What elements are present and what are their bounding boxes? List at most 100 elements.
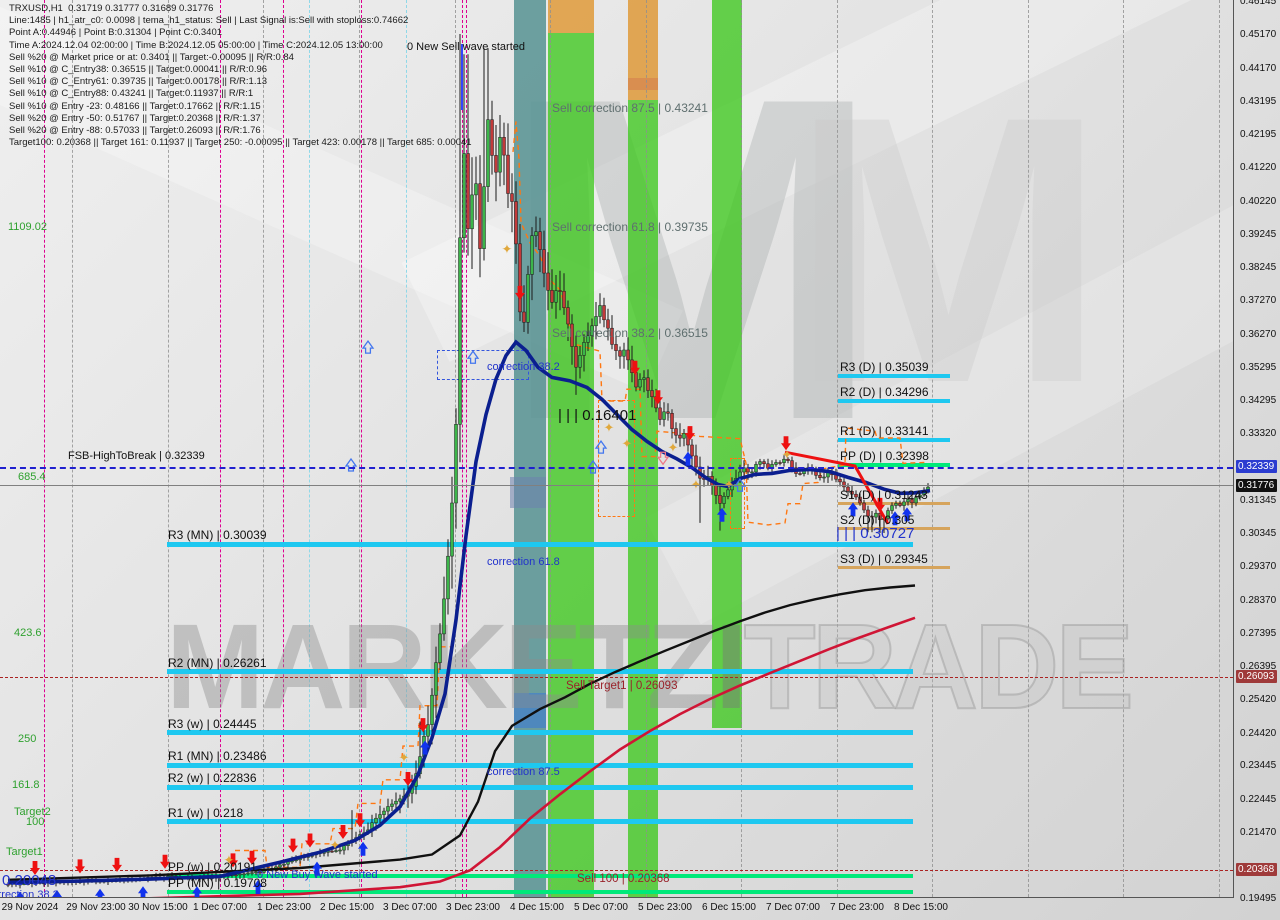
signal-vline-magenta (466, 0, 467, 897)
time-tick: 5 Dec 23:00 (638, 902, 692, 913)
pivot-line-R1 (167, 763, 913, 768)
signal-vline-magenta (361, 0, 362, 897)
annotation: | | | 0.30727 (836, 525, 915, 542)
annotation: 0 New Buy Wave started (257, 869, 378, 881)
pivot-label: R2 (MN) | 0.26261 (168, 655, 267, 670)
pivot-line-PP (167, 874, 913, 878)
pivot-line-R3 (167, 542, 913, 547)
price-tick: 0.41220 (1240, 162, 1277, 173)
star-marker-icon: ✦ (782, 447, 793, 462)
star-marker-icon: ✦ (691, 477, 702, 492)
day-separator (263, 0, 264, 897)
wave-start-marker (461, 44, 463, 110)
sell-arrow-icon (338, 824, 348, 839)
annotation: 0 New Sell wave started (407, 41, 525, 53)
info-line-9: Sell %10 @ Entry -23: 0.48166 || Target:… (9, 100, 261, 112)
signal-band (548, 33, 594, 897)
pivot-label: S1 (D) | 0.31243 (840, 487, 928, 502)
annotation: correction 87.5 (487, 766, 560, 778)
day-separator (646, 0, 647, 897)
annotation: correction 38.2 (487, 361, 560, 373)
fib-level-label: 161.8 (12, 779, 40, 791)
price-tick: 0.22445 (1240, 794, 1277, 806)
fsb-high-to-break-line (0, 467, 1233, 469)
pivot-line-S2 (838, 527, 950, 530)
price-tick: 0.30345 (1240, 528, 1277, 540)
pending-arrow-icon (733, 478, 747, 492)
buy-arrow-icon (420, 740, 430, 755)
pivot-line-S3 (838, 566, 950, 569)
pivot-label: R3 (w) | 0.24445 (168, 716, 257, 731)
time-tick: 2 Dec 15:00 (320, 902, 374, 913)
fib-level-label: 423.6 (14, 627, 42, 639)
day-separator (932, 0, 933, 897)
pending-arrow-icon (594, 440, 608, 454)
buy-arrow-icon (848, 502, 858, 517)
sell-arrow-icon (75, 859, 85, 874)
pivot-label: R3 (D) | 0.35039 (840, 360, 929, 375)
price-tick: 0.34295 (1240, 395, 1277, 407)
time-tick: 30 Nov 15:00 (128, 902, 188, 913)
buy-arrow-icon (902, 507, 912, 522)
ma-black-slow (7, 584, 916, 881)
chart-plot-area[interactable]: M M MARKETZITRADE ✦ ✦ ✦ ✦ ✦ ✦ ✦ ✦ ✦ ✦ R3 (MN) | 0… (0, 0, 1234, 898)
buy-arrow-icon (890, 511, 900, 526)
time-tick: 29 Nov 2024 (1, 902, 59, 913)
signal-band (628, 78, 658, 90)
star-marker-icon: ✦ (604, 420, 615, 435)
sell-arrow-icon (288, 838, 298, 853)
pivot-label: R1 (w) | 0.218 (168, 805, 244, 820)
sell-target-label: Sell 100 | 0.20368 (577, 873, 670, 886)
sell-arrow-icon (630, 360, 640, 375)
buy-arrow-icon (358, 841, 368, 856)
correction-zone-rect (437, 350, 529, 380)
time-tick: 5 Dec 07:00 (574, 902, 628, 913)
price-badge: 0.31776 (1236, 478, 1278, 492)
price-tick: 0.35295 (1240, 361, 1277, 373)
fib-level-label: Target1 (6, 846, 43, 858)
time-axis[interactable]: 29 Nov 2024 29 Nov 23:00 30 Nov 15:00 1 Dec… (0, 898, 1280, 920)
candles-and-indicators: ✦ ✦ ✦ ✦ ✦ ✦ ✦ ✦ ✦ ✦ (6, 34, 931, 897)
info-line-10: Sell %20 @ Entry -50: 0.51767 || Target:… (9, 112, 261, 124)
fib-level-label: 685.4 (18, 471, 46, 483)
price-tick: 0.43195 (1240, 95, 1277, 107)
price-axis[interactable]: 0.46145 0.45170 0.44170 0.43195 0.42195 0.412… (1234, 0, 1280, 904)
price-badge: 0.20368 (1236, 863, 1278, 877)
pivot-label: R3 (MN) | 0.30039 (168, 528, 267, 543)
day-separator (550, 0, 551, 897)
pivot-line-PP (167, 890, 913, 894)
pivot-label: R1 (D) | 0.33141 (840, 424, 929, 439)
info-line-6: Sell %10 @ C_Entry38: 0.36515 || Target:… (9, 64, 268, 76)
signal-vline-magenta (283, 0, 284, 897)
info-line-2: Line:1485 | h1_atr_c0: 0.0098 | tema_h1_… (9, 15, 409, 27)
pivot-line-R2 (838, 399, 950, 403)
annotation: Sell correction 61.8 | 0.39735 (552, 220, 708, 234)
pending-arrow-icon (344, 457, 358, 472)
atr-zone-rect (598, 400, 635, 517)
current-price-line (0, 485, 1233, 486)
sell-arrow-icon (30, 860, 40, 875)
annotation: correction 61.8 (487, 556, 560, 568)
price-tick: 0.24420 (1240, 727, 1277, 739)
sell-arrow-icon (228, 853, 239, 868)
price-tick: 0.46145 (1240, 0, 1277, 8)
pivot-label: S2 (D) | 0.305 (840, 512, 915, 527)
buy-arrow-icon (16, 891, 24, 897)
sell-arrow-icon (653, 390, 663, 405)
sell-arrow-icon (515, 285, 525, 300)
price-tick: 0.27395 (1240, 627, 1277, 639)
red-trend-segment (784, 450, 890, 525)
indicator-info-panel: TRXUSD,H1 0.31719 0.31777 0.31689 0.3177… (9, 3, 472, 149)
star-marker-icon: ✦ (224, 853, 235, 868)
day-separator (741, 0, 742, 897)
pivot-line-R2 (167, 785, 913, 790)
info-line-3: Point A:0.44946 | Point B:0.31304 | Poin… (9, 27, 223, 39)
time-tick: 1 Dec 07:00 (193, 902, 247, 913)
annotation: 0.20048 (2, 872, 57, 889)
atr-stop-line-main (512, 121, 929, 526)
atr-zone-rect (730, 458, 745, 529)
signal-vline-magenta (462, 0, 463, 897)
pivot-label: R2 (w) | 0.22836 (168, 771, 257, 785)
info-line-1: TRXUSD,H1 0.31719 0.31777 0.31689 0.3177… (9, 3, 214, 14)
info-line-12: Target100: 0.20368 || Target 161: 0.1193… (9, 137, 472, 149)
